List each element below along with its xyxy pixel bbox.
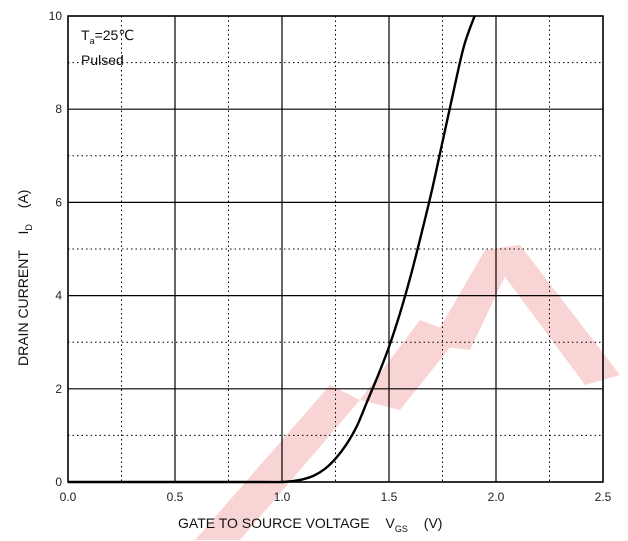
id-vs-vgs-curve bbox=[68, 15, 476, 484]
x-tick-labels: 0.0 0.5 1.0 1.5 2.0 2.5 bbox=[60, 490, 612, 504]
y-tick-label: 8 bbox=[55, 102, 62, 116]
watermark bbox=[195, 245, 620, 540]
y-tick-label: 4 bbox=[55, 289, 62, 303]
x-tick-label: 1.5 bbox=[381, 490, 398, 504]
watermark-stroke-4 bbox=[430, 245, 520, 350]
x-tick-label: 2.0 bbox=[488, 490, 505, 504]
x-axis-label: GATE TO SOURCE VOLTAGE VGS (V) bbox=[178, 515, 442, 535]
pulsed-annotation: Pulsed bbox=[81, 52, 124, 68]
y-tick-labels: 0 2 4 6 8 10 bbox=[49, 9, 63, 489]
minor-grid bbox=[68, 16, 603, 482]
x-tick-label: 0.0 bbox=[60, 490, 77, 504]
x-tick-label: 0.5 bbox=[167, 490, 184, 504]
major-grid bbox=[67, 15, 604, 483]
plot-frame bbox=[67, 15, 604, 483]
y-tick-label: 2 bbox=[55, 382, 62, 396]
temperature-annotation: Ta=25℃ bbox=[81, 27, 134, 46]
y-tick-label: 0 bbox=[55, 475, 62, 489]
x-tick-label: 1.0 bbox=[274, 490, 291, 504]
y-axis-label: DRAIN CURRENT ID (A) bbox=[15, 190, 35, 366]
x-tick-label: 2.5 bbox=[595, 490, 612, 504]
y-tick-label: 6 bbox=[55, 195, 62, 209]
watermark-stroke-3 bbox=[485, 245, 620, 385]
y-tick-label: 10 bbox=[49, 9, 63, 23]
watermark-stroke-1 bbox=[195, 385, 360, 540]
